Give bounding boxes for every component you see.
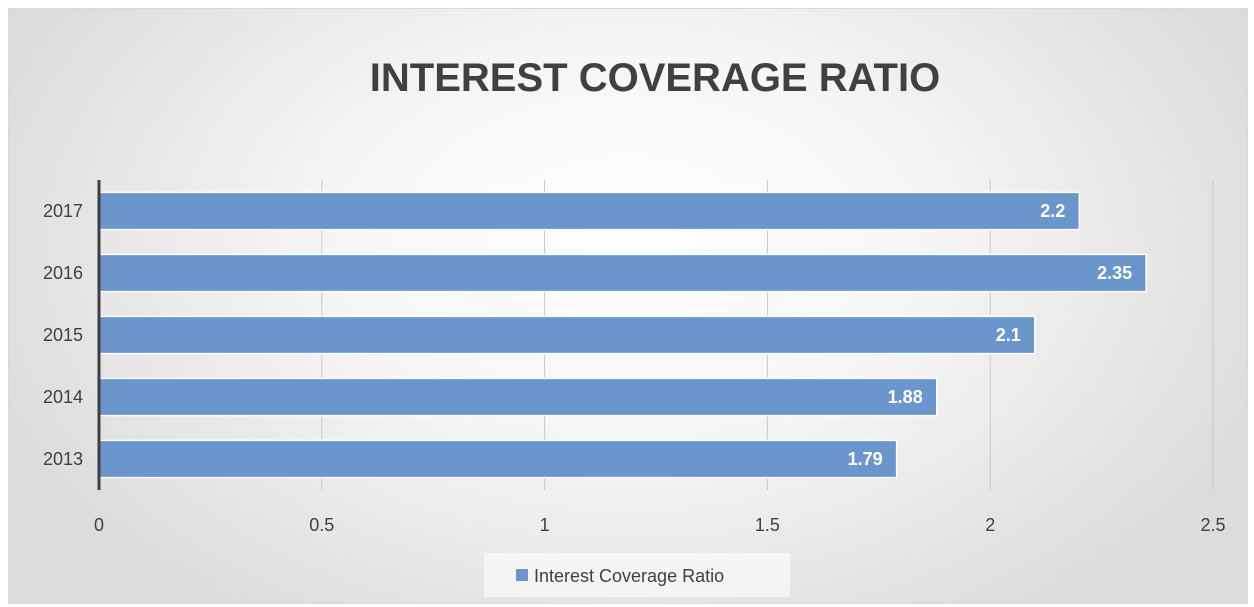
bar-data-label: 2.1	[996, 325, 1021, 345]
x-tick-label: 1	[540, 515, 550, 535]
bar	[98, 377, 938, 417]
bar	[98, 191, 1081, 231]
x-tick-label: 1.5	[755, 515, 780, 535]
legend[interactable]: Interest Coverage Ratio	[484, 553, 790, 597]
y-tick-label: 2013	[43, 449, 83, 469]
bar	[98, 315, 1036, 355]
bar-data-label: 2.2	[1040, 201, 1065, 221]
legend-swatch	[516, 569, 528, 581]
bar	[98, 253, 1147, 293]
x-tick-label: 2.5	[1200, 515, 1225, 535]
y-tick-label: 2016	[43, 263, 83, 283]
chart-frame	[8, 8, 1248, 604]
bar-data-label: 1.88	[888, 387, 923, 407]
bars	[98, 191, 1147, 479]
y-tick-label: 2014	[43, 387, 83, 407]
y-tick-label: 2017	[43, 201, 83, 221]
x-tick-label: 2	[985, 515, 995, 535]
x-tick-label: 0.5	[309, 515, 334, 535]
y-axis-ticks: 2013 2014 2015 2016 2017	[43, 201, 83, 469]
x-axis-ticks: 0 0.5 1 1.5 2 2.5	[94, 515, 1226, 535]
legend-box	[484, 553, 790, 597]
bar-data-label: 2.35	[1097, 263, 1132, 283]
bar	[98, 439, 898, 479]
legend-label: Interest Coverage Ratio	[534, 566, 724, 586]
x-tick-label: 0	[94, 515, 104, 535]
data-labels: 1.79 1.88 2.1 2.35 2.2	[848, 201, 1133, 469]
chart-title: INTEREST COVERAGE RATIO	[370, 56, 940, 100]
y-tick-label: 2015	[43, 325, 83, 345]
bar-data-label: 1.79	[848, 449, 883, 469]
